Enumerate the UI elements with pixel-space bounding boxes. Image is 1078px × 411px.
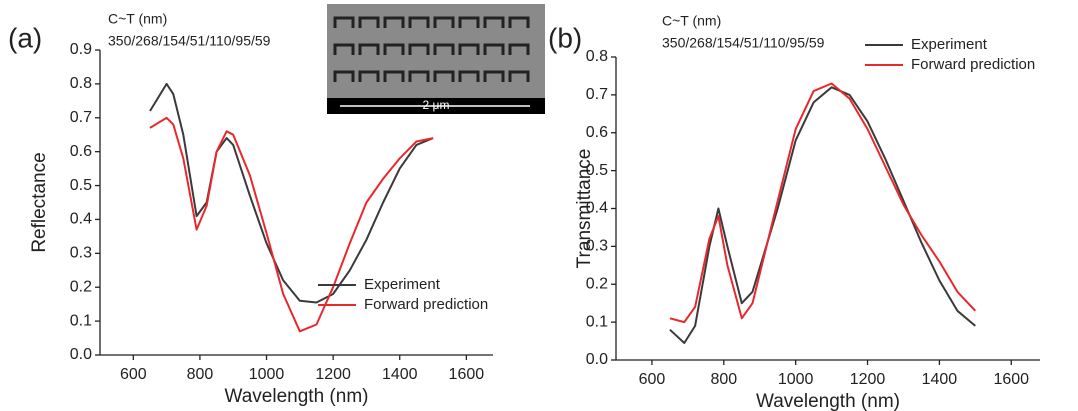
legend-label: Experiment	[364, 276, 441, 293]
legend-label: Experiment	[911, 36, 988, 53]
x-tick-label: 600	[639, 371, 666, 388]
y-tick-label: 0.8	[70, 75, 92, 92]
x-tick-label: 800	[710, 371, 737, 388]
x-axis-label: Wavelength (nm)	[756, 391, 900, 411]
y-tick-label: 0.6	[586, 124, 608, 141]
x-tick-label: 1400	[922, 371, 958, 388]
series-line	[149, 82, 434, 304]
annotation: C~T (nm)	[108, 11, 167, 27]
y-tick-label: 0.9	[70, 41, 92, 58]
y-tick-label: 0.4	[70, 211, 92, 228]
x-tick-label: 800	[187, 366, 214, 383]
inset-pattern	[333, 16, 530, 82]
panel-label: (a)	[8, 22, 42, 53]
x-tick-label: 1600	[993, 371, 1029, 388]
y-tick-label: 0.0	[586, 351, 608, 368]
y-tick-label: 0.1	[70, 312, 92, 329]
y-tick-label: 0.6	[70, 143, 92, 160]
y-tick-label: 0.1	[586, 313, 608, 330]
sem-inset: 2 μm	[327, 4, 545, 114]
scale-label: 2 μm	[423, 98, 450, 112]
series-line	[149, 116, 434, 333]
x-tick-label: 1600	[449, 366, 485, 383]
y-tick-label: 0.3	[586, 238, 608, 255]
annotation: 350/268/154/51/110/95/59	[662, 35, 825, 51]
y-tick-label: 0.2	[586, 275, 608, 292]
y-tick-label: 0.2	[70, 278, 92, 295]
y-tick-label: 0.7	[586, 86, 608, 103]
y-tick-label: 0.0	[70, 346, 92, 363]
y-axis-label: Transmittance	[574, 149, 595, 269]
panel-label: (b)	[548, 22, 582, 53]
legend-label: Forward prediction	[364, 296, 488, 313]
x-tick-label: 1000	[778, 371, 814, 388]
x-tick-label: 600	[120, 366, 147, 383]
x-tick-label: 1200	[315, 366, 351, 383]
y-tick-label: 0.5	[586, 162, 608, 179]
legend-label: Forward prediction	[911, 56, 1035, 73]
annotation: 350/268/154/51/110/95/59	[108, 33, 271, 49]
y-tick-label: 0.7	[70, 109, 92, 126]
y-tick-label: 0.8	[586, 48, 608, 65]
series-line	[669, 82, 977, 324]
chart-panel: (a) C~T (nm) 350/268/154/51/110/95/59 0.0 0.…	[8, 11, 493, 407]
y-tick-label: 0.3	[70, 245, 92, 262]
x-tick-label: 1000	[249, 366, 285, 383]
x-tick-label: 1400	[382, 366, 418, 383]
axis-line	[615, 57, 1040, 361]
x-axis-label: Wavelength (nm)	[225, 386, 369, 407]
x-tick-label: 1200	[850, 371, 886, 388]
chart-panel: (b) C~T (nm) 350/268/154/51/110/95/59 0.0 0.…	[548, 13, 1040, 411]
series-line	[669, 86, 976, 344]
y-axis-label: Reflectance	[29, 152, 50, 252]
y-tick-label: 0.5	[70, 177, 92, 194]
annotation: C~T (nm)	[662, 13, 721, 29]
y-tick-label: 0.4	[586, 200, 608, 217]
